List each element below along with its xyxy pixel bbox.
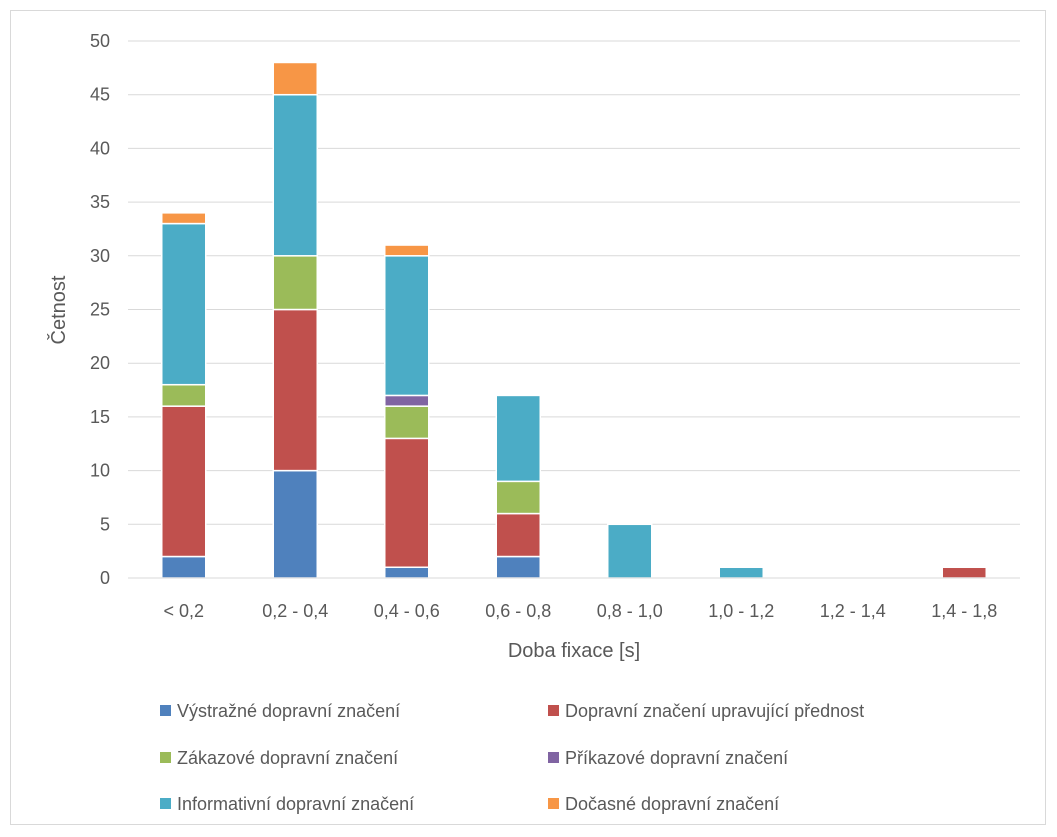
y-tick-label: 45 xyxy=(90,85,110,105)
bar-segment xyxy=(272,308,318,472)
legend-swatch xyxy=(548,752,559,763)
bar-segment xyxy=(161,555,207,579)
y-tick-label: 30 xyxy=(90,246,110,266)
legend-label: Zákazové dopravní značení xyxy=(177,748,398,768)
bar-segment xyxy=(161,222,207,386)
legend-swatch xyxy=(548,798,559,809)
bar-segment xyxy=(272,93,318,257)
bar-segment xyxy=(384,394,430,407)
bar-segment xyxy=(272,469,318,579)
bar-segment xyxy=(272,61,318,96)
bars xyxy=(161,61,987,579)
bar-segment xyxy=(384,255,430,397)
bar-segment xyxy=(384,244,430,257)
bar-segment xyxy=(495,512,541,558)
bar-segment xyxy=(384,566,430,579)
y-tick-label: 15 xyxy=(90,407,110,427)
bar-segment xyxy=(161,212,207,225)
x-tick-label: 0,8 - 1,0 xyxy=(597,601,663,621)
bar-segment xyxy=(161,383,207,407)
x-axis-ticks: < 0,2 0,2 - 0,4 0,4 - 0,6 0,6 - 0,8 0,8 - 1,… xyxy=(163,601,997,621)
x-tick-label: 1,4 - 1,8 xyxy=(931,601,997,621)
legend-label: Příkazové dopravní značení xyxy=(565,748,788,768)
y-axis-title: Četnost xyxy=(47,275,70,344)
x-tick-label: 0,4 - 0,6 xyxy=(374,601,440,621)
x-tick-label: 1,2 - 1,4 xyxy=(820,601,886,621)
y-tick-label: 0 xyxy=(100,568,110,588)
bar-segment xyxy=(495,394,541,483)
y-tick-label: 50 xyxy=(90,31,110,51)
x-tick-label: 0,2 - 0,4 xyxy=(262,601,328,621)
legend-label: Dočasné dopravní značení xyxy=(565,794,779,814)
bar-segment xyxy=(384,437,430,569)
y-tick-label: 20 xyxy=(90,353,110,373)
bar-segment xyxy=(941,566,987,579)
bar-segment xyxy=(495,555,541,579)
legend-label: Informativní dopravní značení xyxy=(177,794,414,814)
legend-swatch xyxy=(548,705,559,716)
legend-swatch xyxy=(160,705,171,716)
x-tick-label: 0,6 - 0,8 xyxy=(485,601,551,621)
bar-segment xyxy=(718,566,764,579)
y-tick-label: 40 xyxy=(90,138,110,158)
y-axis-ticks: 0 5 10 15 20 25 30 35 40 45 50 xyxy=(90,31,110,588)
legend-label: Dopravní značení upravující přednost xyxy=(565,701,864,721)
bar-segment xyxy=(495,480,541,515)
bar-segment xyxy=(272,255,318,311)
x-tick-label: < 0,2 xyxy=(163,601,204,621)
y-tick-label: 35 xyxy=(90,192,110,212)
legend: Výstražné dopravní značení Dopravní znače… xyxy=(160,701,864,814)
bar-segment xyxy=(161,405,207,558)
y-tick-label: 10 xyxy=(90,461,110,481)
y-tick-label: 5 xyxy=(100,514,110,534)
x-axis-title: Doba fixace [s] xyxy=(508,640,640,662)
legend-swatch xyxy=(160,752,171,763)
gridlines xyxy=(128,40,1020,525)
bar-segment xyxy=(384,405,430,440)
bar-segment xyxy=(607,523,653,579)
x-tick-label: 1,0 - 1,2 xyxy=(708,601,774,621)
legend-label: Výstražné dopravní značení xyxy=(177,701,400,721)
y-tick-label: 25 xyxy=(90,300,110,320)
legend-swatch xyxy=(160,798,171,809)
